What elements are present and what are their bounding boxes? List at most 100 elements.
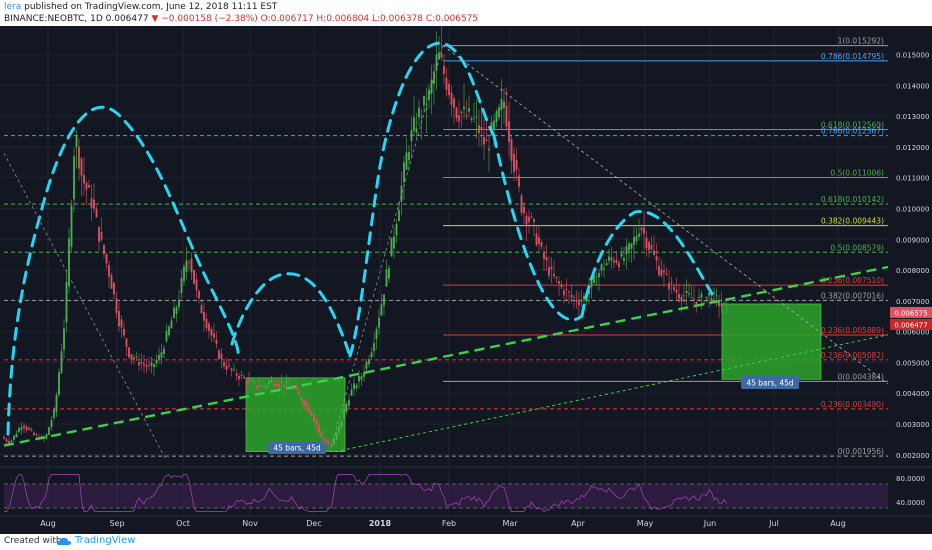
candle-body: [373, 343, 375, 352]
y-tick-label: 0.012000: [896, 144, 929, 152]
candle-body: [453, 98, 455, 108]
candle-body: [353, 383, 355, 390]
candle-body: [653, 250, 655, 255]
candle-body: [210, 329, 213, 336]
candle-body: [55, 394, 58, 412]
measure-label-bg: [741, 376, 799, 389]
candle-body: [503, 101, 505, 108]
candle-body: [285, 381, 288, 383]
candle-body: [305, 402, 308, 407]
y-tick-label: 0.014000: [896, 82, 929, 90]
price-chart[interactable]: 1(0.015292) 0.786(0.014795) 0.618(0.012569…: [0, 26, 932, 534]
candle-body: [615, 260, 618, 263]
fib-diagonal: [329, 45, 444, 452]
measure-boxes: 45 bars, 45d 45 bars, 45d: [245, 303, 822, 454]
price-tag: 0.006477: [894, 321, 927, 329]
candle-body: [688, 293, 690, 295]
candle-body: [333, 438, 335, 445]
candle-body: [463, 106, 465, 110]
candle-body: [358, 376, 360, 382]
candle-body: [13, 435, 15, 440]
candle-body: [193, 270, 195, 284]
fib-label: 0.236(0.003490): [821, 400, 884, 409]
candle-body: [525, 216, 528, 225]
candle-body: [690, 297, 693, 299]
candle-body: [533, 219, 535, 222]
chart-header: lera published on TradingView.com, June …: [0, 0, 932, 26]
candle-body: [535, 233, 538, 245]
candle-body: [130, 354, 133, 360]
candle-body: [468, 108, 470, 112]
candle-body: [403, 162, 405, 183]
measure-label: 45 bars, 45d: [746, 379, 794, 388]
candle-body: [638, 233, 640, 237]
candle-body: [45, 434, 48, 439]
candle-body: [213, 333, 215, 338]
candle-body: [235, 373, 238, 376]
candle-body: [700, 293, 703, 298]
cloud-logo-icon: [56, 537, 71, 545]
candle-body: [35, 434, 38, 436]
candle-body: [628, 243, 630, 251]
fib-label: 0.786(0.014795): [821, 52, 884, 61]
candle-body: [63, 328, 65, 350]
fib-label: 0(0.004384): [838, 372, 884, 381]
candle-body: [375, 329, 378, 340]
fib-label: 0.382(0.009443): [821, 217, 884, 226]
candle-body: [510, 138, 513, 161]
x-tick-label: Jun: [703, 519, 717, 528]
candle-body: [708, 292, 710, 296]
symbol-label: BINANCE:NEOBTC, 1D: [4, 14, 103, 24]
candle-body: [198, 290, 200, 299]
fib-label: 0.236(0.005889): [821, 326, 884, 335]
candle-body: [118, 311, 120, 327]
candle-body: [450, 92, 453, 105]
candle-body: [215, 339, 218, 344]
author-link[interactable]: lera: [4, 2, 22, 12]
candle-body: [528, 216, 530, 222]
candles: [3, 26, 728, 447]
candle-body: [53, 408, 55, 418]
candle-body: [410, 130, 413, 141]
candle-body: [425, 107, 428, 110]
candle-body: [478, 125, 480, 134]
candle-body: [588, 290, 590, 295]
candle-body: [345, 403, 348, 412]
candle-body: [493, 120, 495, 131]
candle-body: [318, 425, 320, 433]
candle-body: [378, 317, 380, 328]
candle-body: [495, 111, 498, 123]
candle-body: [383, 294, 385, 306]
candle-body: [230, 368, 233, 371]
candle-body: [135, 356, 138, 358]
candle-body: [95, 208, 98, 218]
y-tick-label: 0.013000: [896, 113, 929, 121]
tradingview-brand[interactable]: TradingView: [56, 535, 135, 546]
candle-body: [643, 227, 645, 234]
candle-body: [370, 352, 373, 358]
candle-body: [300, 396, 303, 401]
candle-body: [720, 303, 723, 307]
candle-body: [563, 290, 565, 296]
candle-body: [540, 242, 543, 247]
candle-body: [248, 379, 250, 381]
candle-body: [395, 224, 398, 236]
measure-label-bg: [268, 441, 326, 454]
x-tick-label: Oct: [176, 519, 190, 528]
candle-body: [438, 52, 440, 59]
measure-box: [245, 377, 346, 452]
y-tick-label: 0.009000: [896, 236, 929, 244]
candle-body: [303, 400, 305, 406]
candle-body: [260, 385, 263, 387]
candle-body: [555, 276, 558, 279]
candle-body: [170, 320, 173, 329]
candle-body: [100, 231, 103, 240]
candle-body: [58, 372, 60, 395]
candle-body: [670, 281, 673, 283]
candle-body: [328, 442, 330, 444]
candle-body: [550, 266, 553, 269]
candle-body: [668, 282, 670, 290]
candle-body: [138, 362, 140, 366]
candle-body: [683, 295, 685, 297]
x-tick-label: Aug: [830, 519, 846, 528]
